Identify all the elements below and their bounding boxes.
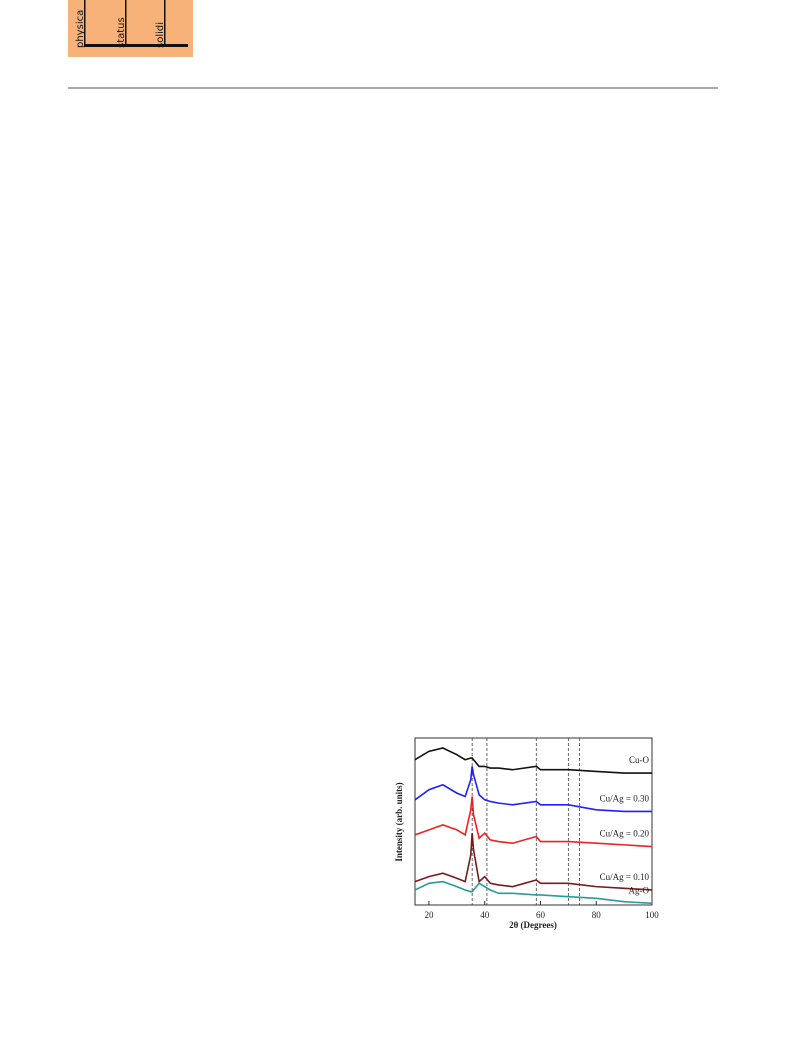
x-tick-label: 40 bbox=[480, 910, 490, 920]
logo-box bbox=[68, 0, 193, 57]
logo-text: status bbox=[116, 17, 127, 48]
series-label: Cu/Ag = 0.10 bbox=[600, 872, 650, 882]
x-tick-label: 80 bbox=[592, 910, 602, 920]
series-line bbox=[414, 833, 653, 891]
series-line bbox=[414, 766, 652, 813]
series-label: Cu/Ag = 0.20 bbox=[600, 829, 650, 839]
x-tick-label: 20 bbox=[424, 910, 434, 920]
logo-text: physica bbox=[75, 10, 86, 48]
chart: 2θ (Degrees) Intensity (arb. units) 20 40… bbox=[394, 737, 659, 930]
series-line bbox=[414, 880, 653, 905]
logo-bar bbox=[84, 44, 188, 47]
series-label: Ag-O bbox=[629, 885, 650, 895]
x-tick-label: 100 bbox=[645, 910, 659, 920]
logo-bar bbox=[125, 0, 127, 47]
series-label: Cu-O bbox=[629, 755, 650, 765]
y-axis-title: Intensity (arb. units) bbox=[394, 782, 404, 861]
plot-frame bbox=[414, 737, 653, 906]
logo-text: solidi bbox=[155, 22, 166, 48]
x-tick-label: 60 bbox=[536, 910, 546, 920]
logo-bar bbox=[164, 0, 166, 47]
x-axis-title: 2θ (Degrees) bbox=[509, 920, 557, 930]
logo-bar bbox=[84, 0, 86, 47]
series-line bbox=[414, 796, 653, 848]
series-line bbox=[414, 747, 652, 774]
series-label: Cu/Ag = 0.30 bbox=[600, 794, 650, 804]
